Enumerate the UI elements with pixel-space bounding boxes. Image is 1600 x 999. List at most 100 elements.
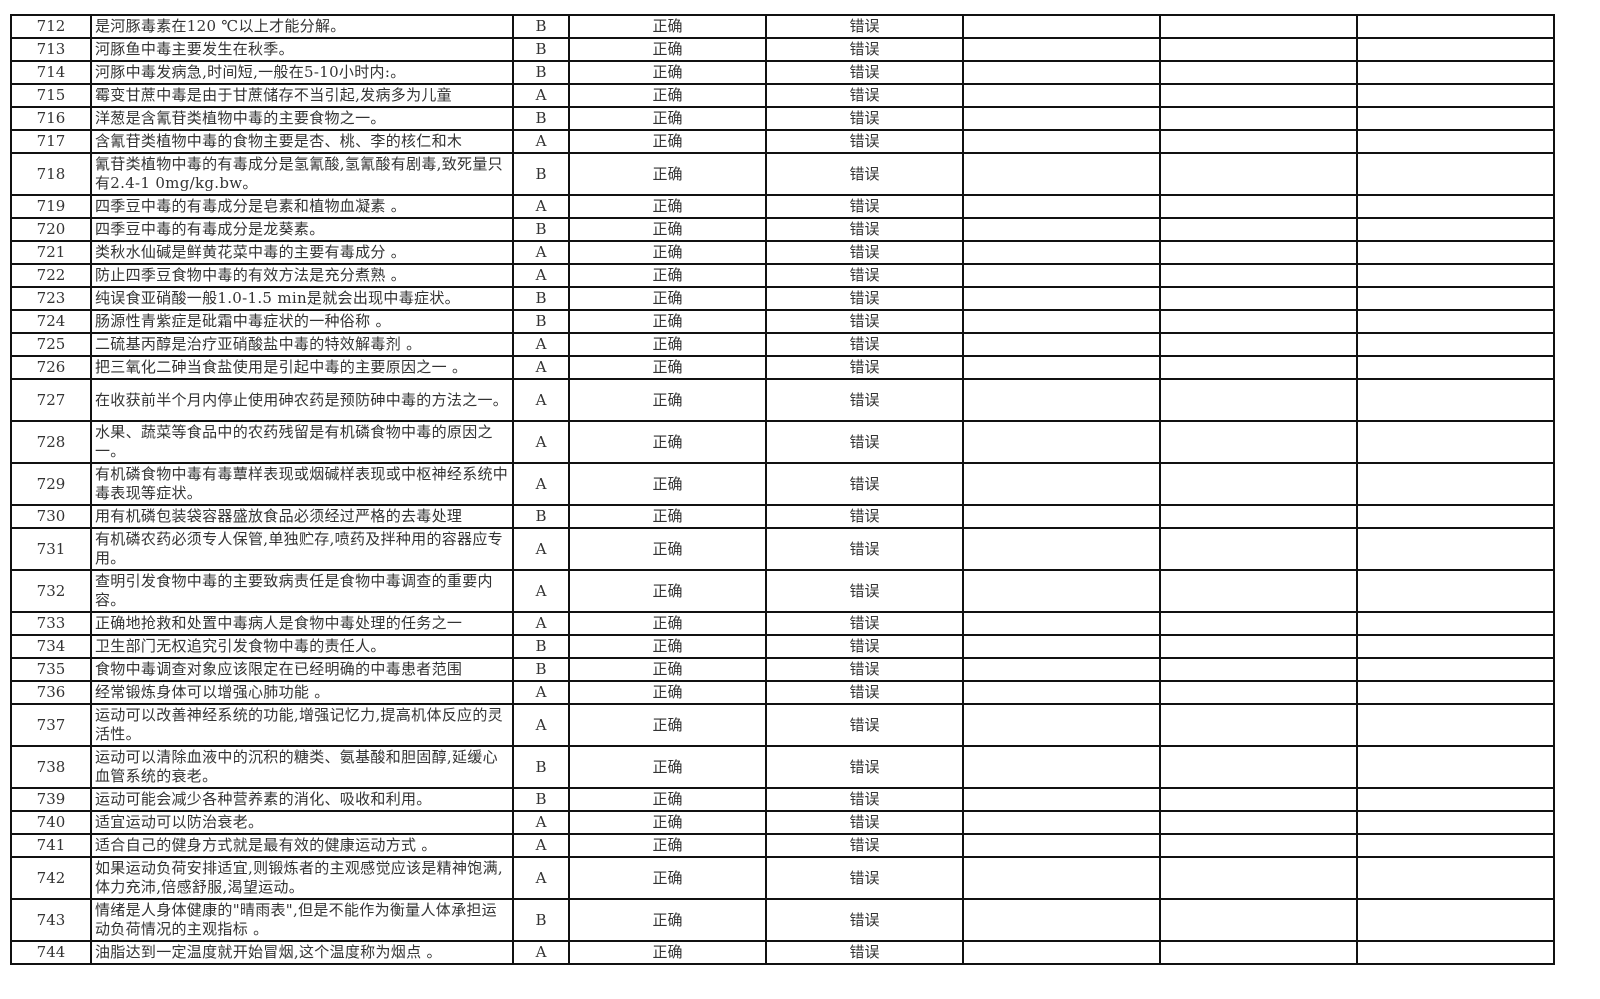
empty-cell — [1159, 745, 1358, 789]
option-wrong: 错误 — [765, 194, 964, 219]
empty-cell — [1356, 83, 1555, 108]
question-number: 718 — [10, 152, 92, 196]
empty-cell — [1159, 240, 1358, 265]
empty-cell — [1356, 810, 1555, 835]
empty-cell — [1356, 634, 1555, 659]
option-correct: 正确 — [568, 462, 767, 506]
option-wrong: 错误 — [765, 680, 964, 705]
question-number: 733 — [10, 611, 92, 636]
question-text: 防止四季豆食物中毒的有效方法是充分煮熟 。 — [90, 263, 514, 288]
option-correct: 正确 — [568, 810, 767, 835]
question-number: 713 — [10, 37, 92, 62]
option-wrong: 错误 — [765, 355, 964, 380]
option-correct: 正确 — [568, 309, 767, 334]
option-wrong: 错误 — [765, 332, 964, 357]
empty-cell — [1159, 14, 1358, 39]
empty-cell — [962, 286, 1161, 311]
answer-key: B — [512, 37, 570, 62]
option-wrong: 错误 — [765, 14, 964, 39]
answer-key: B — [512, 898, 570, 942]
empty-cell — [1356, 37, 1555, 62]
question-text: 洋葱是含氰苷类植物中毒的主要食物之一。 — [90, 106, 514, 131]
empty-cell — [1356, 129, 1555, 154]
answer-key: A — [512, 810, 570, 835]
empty-cell — [1356, 898, 1555, 942]
empty-cell — [1159, 611, 1358, 636]
option-wrong: 错误 — [765, 898, 964, 942]
answer-key: B — [512, 106, 570, 131]
option-wrong: 错误 — [765, 787, 964, 812]
option-wrong: 错误 — [765, 504, 964, 529]
question-text: 是河豚毒素在120 ℃以上才能分解。 — [90, 14, 514, 39]
empty-cell — [1159, 194, 1358, 219]
answer-key: B — [512, 787, 570, 812]
option-correct: 正确 — [568, 152, 767, 196]
option-wrong: 错误 — [765, 745, 964, 789]
empty-cell — [962, 462, 1161, 506]
question-table: 712 是河豚毒素在120 ℃以上才能分解。 B 正确 错误 713 河豚鱼中毒主要发生在秋… — [10, 14, 1555, 965]
answer-key: B — [512, 60, 570, 85]
question-text: 含氰苷类植物中毒的食物主要是杏、桃、李的核仁和木 — [90, 129, 514, 154]
empty-cell — [962, 504, 1161, 529]
empty-cell — [1356, 703, 1555, 747]
table-row: 712 是河豚毒素在120 ℃以上才能分解。 B 正确 错误 — [10, 14, 1555, 39]
empty-cell — [1159, 83, 1358, 108]
option-correct: 正确 — [568, 657, 767, 682]
table-row: 729 有机磷食物中毒有毒蕈样表现或烟碱样表现或中枢神经系统中毒表现等症状。 A 正确… — [10, 462, 1555, 506]
empty-cell — [1356, 194, 1555, 219]
empty-cell — [1356, 60, 1555, 85]
empty-cell — [962, 378, 1161, 422]
question-text: 查明引发食物中毒的主要致病责任是食物中毒调查的重要内容。 — [90, 569, 514, 613]
question-text: 正确地抢救和处置中毒病人是食物中毒处理的任务之一 — [90, 611, 514, 636]
question-number: 724 — [10, 309, 92, 334]
option-wrong: 错误 — [765, 106, 964, 131]
question-number: 712 — [10, 14, 92, 39]
answer-key: B — [512, 217, 570, 242]
empty-cell — [962, 569, 1161, 613]
question-text: 卫生部门无权追究引发食物中毒的责任人。 — [90, 634, 514, 659]
answer-key: B — [512, 504, 570, 529]
question-text: 水果、蔬菜等食品中的农药残留是有机磷食物中毒的原因之一。 — [90, 420, 514, 464]
question-number: 730 — [10, 504, 92, 529]
option-wrong: 错误 — [765, 37, 964, 62]
empty-cell — [962, 810, 1161, 835]
empty-cell — [962, 129, 1161, 154]
option-correct: 正确 — [568, 787, 767, 812]
option-wrong: 错误 — [765, 83, 964, 108]
empty-cell — [1159, 152, 1358, 196]
question-number: 729 — [10, 462, 92, 506]
question-number: 732 — [10, 569, 92, 613]
question-text: 肠源性青紫症是砒霜中毒症状的一种俗称 。 — [90, 309, 514, 334]
table-row: 732 查明引发食物中毒的主要致病责任是食物中毒调查的重要内容。 A 正确 错误 — [10, 569, 1555, 613]
question-number: 743 — [10, 898, 92, 942]
empty-cell — [962, 856, 1161, 900]
question-text: 类秋水仙碱是鲜黄花菜中毒的主要有毒成分 。 — [90, 240, 514, 265]
question-text: 运动可能会减少各种营养素的消化、吸收和利用。 — [90, 787, 514, 812]
option-correct: 正确 — [568, 745, 767, 789]
empty-cell — [1356, 940, 1555, 965]
answer-key: A — [512, 263, 570, 288]
question-text: 四季豆中毒的有毒成分是龙葵素。 — [90, 217, 514, 242]
option-wrong: 错误 — [765, 378, 964, 422]
option-correct: 正确 — [568, 217, 767, 242]
option-correct: 正确 — [568, 527, 767, 571]
question-text: 霉变甘蔗中毒是由于甘蔗储存不当引起,发病多为儿童 — [90, 83, 514, 108]
empty-cell — [1356, 833, 1555, 858]
option-correct: 正确 — [568, 940, 767, 965]
option-correct: 正确 — [568, 420, 767, 464]
empty-cell — [962, 240, 1161, 265]
answer-key: A — [512, 940, 570, 965]
table-body: 712 是河豚毒素在120 ℃以上才能分解。 B 正确 错误 713 河豚鱼中毒主要发生在秋… — [10, 14, 1555, 965]
table-row: 723 纯误食亚硝酸一般1.0-1.5 min是就会出现中毒症状。 B 正确 错误 — [10, 286, 1555, 311]
empty-cell — [962, 680, 1161, 705]
empty-cell — [1356, 332, 1555, 357]
empty-cell — [1356, 309, 1555, 334]
option-wrong: 错误 — [765, 129, 964, 154]
answer-key: B — [512, 745, 570, 789]
table-row: 714 河豚中毒发病急,时间短,一般在5-10小时内:。 B 正确 错误 — [10, 60, 1555, 85]
table-row: 713 河豚鱼中毒主要发生在秋季。 B 正确 错误 — [10, 37, 1555, 62]
empty-cell — [1159, 217, 1358, 242]
empty-cell — [1356, 14, 1555, 39]
table-row: 742 如果运动负荷安排适宜,则锻炼者的主观感觉应该是精神饱满,体力充沛,倍感舒服… — [10, 856, 1555, 900]
table-row: 740 适宜运动可以防治衰老。 A 正确 错误 — [10, 810, 1555, 835]
